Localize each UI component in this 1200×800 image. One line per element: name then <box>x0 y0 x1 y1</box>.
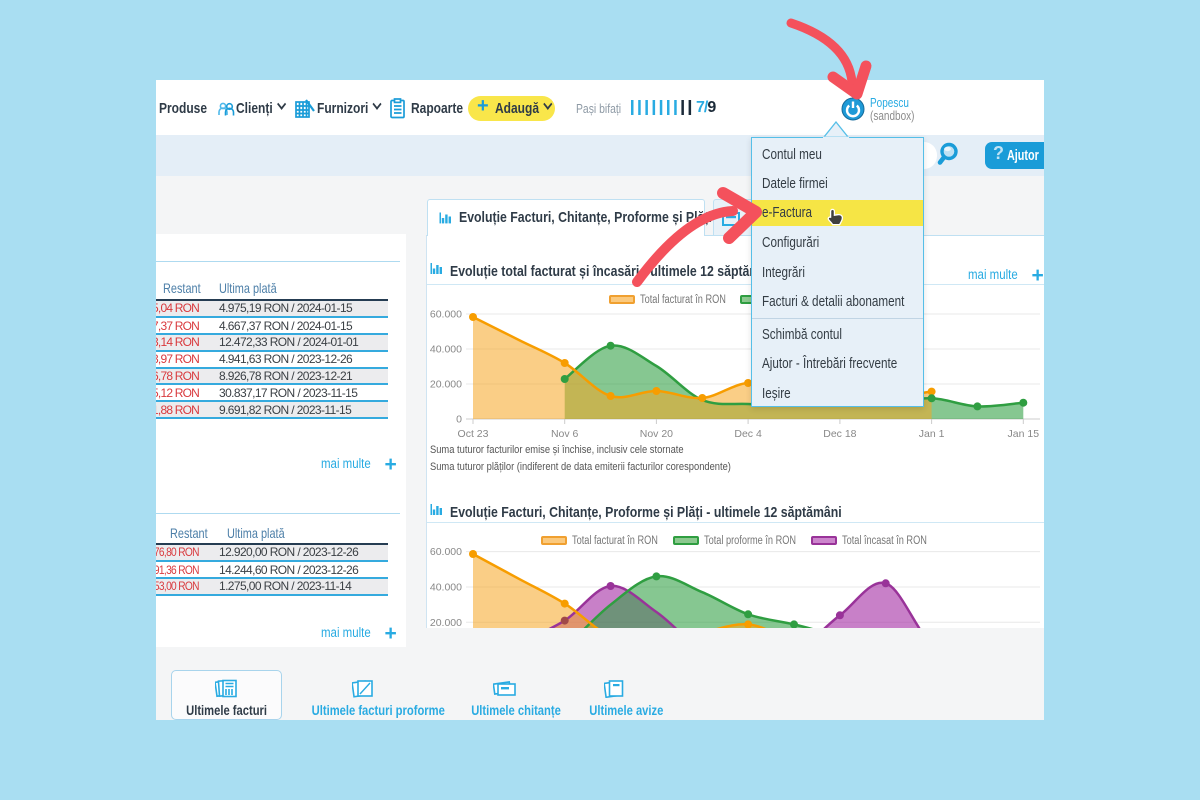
svg-text:Oct 23: Oct 23 <box>458 428 489 440</box>
svg-text:Nov 20: Nov 20 <box>640 428 673 440</box>
svg-text:Jan 1: Jan 1 <box>919 428 945 440</box>
svg-text:20.000: 20.000 <box>430 379 462 391</box>
svg-text:40.000: 40.000 <box>430 582 462 594</box>
svg-text:40.000: 40.000 <box>430 344 462 356</box>
svg-text:Dec 18: Dec 18 <box>823 428 856 440</box>
svg-text:Nov 6: Nov 6 <box>551 428 579 440</box>
svg-text:Jan 15: Jan 15 <box>1008 428 1040 440</box>
svg-text:60.000: 60.000 <box>430 309 462 321</box>
svg-text:60.000: 60.000 <box>430 546 462 558</box>
svg-text:20.000: 20.000 <box>430 617 462 628</box>
svg-text:Dec 4: Dec 4 <box>734 428 762 440</box>
svg-text:0: 0 <box>456 414 462 426</box>
